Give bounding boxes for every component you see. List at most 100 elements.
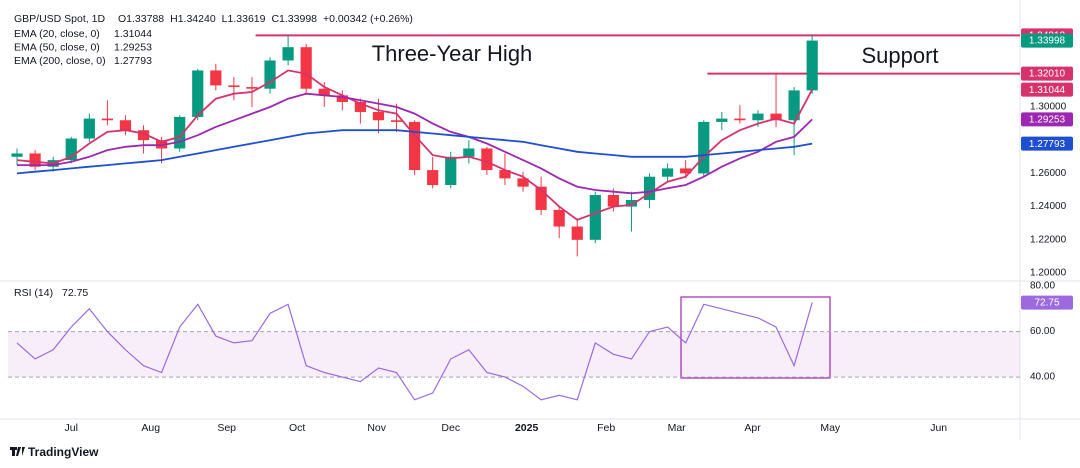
candle-body [517, 178, 529, 187]
ema-line [16, 69, 813, 221]
candle-body [752, 113, 764, 121]
y-tick-label: 1.26000 [1030, 168, 1067, 179]
candle-body [553, 209, 565, 227]
header-value: H1.34240 [170, 13, 216, 25]
x-tick-label: 2025 [515, 422, 539, 434]
candle-body [300, 47, 312, 89]
rsi-highlight-box [680, 296, 831, 379]
candle-body [788, 90, 800, 121]
x-tick-label: Jun [930, 422, 947, 434]
candle-body [734, 118, 746, 121]
annotation: Three-Year High [372, 41, 533, 66]
brand: TradingView [28, 445, 99, 459]
y-tick-label: 1.30000 [1030, 102, 1067, 113]
y-tick-label: 1.24000 [1030, 201, 1067, 212]
price-label: 1.31044 [1029, 85, 1066, 96]
candle-body [481, 148, 493, 171]
x-tick-label: Oct [289, 422, 305, 434]
price-label-box [1021, 82, 1073, 97]
price-label-box [1021, 295, 1073, 310]
candle-body [625, 199, 638, 207]
candle-body [246, 87, 258, 89]
y-tick-label: 40.00 [1030, 372, 1055, 383]
header-symbol: GBP/USD Spot, 1D [14, 13, 105, 25]
candle-body [282, 47, 294, 61]
price-label-box [1021, 136, 1073, 151]
candle-body [318, 88, 330, 96]
y-tick-label: 1.20000 [1030, 268, 1067, 279]
price-label-box [1021, 66, 1073, 81]
candle-body [119, 120, 132, 131]
ema-line [17, 92, 813, 195]
header-value: L1.33619 [222, 13, 266, 25]
candle-body [264, 60, 276, 89]
rsi-legend-label: RSI (14) [14, 287, 53, 299]
price-label-box [1021, 33, 1073, 48]
price-label: 1.27793 [1029, 139, 1066, 150]
candle-body [354, 101, 366, 112]
candle-body [427, 170, 439, 186]
candle-body [589, 194, 601, 240]
price-label-box [1021, 112, 1073, 127]
candle-body [698, 121, 710, 174]
candle-body [83, 118, 95, 139]
candle-body [192, 70, 204, 117]
ema-line [16, 129, 813, 175]
x-tick-label: Aug [141, 422, 160, 434]
price-label: 1.29253 [1029, 115, 1066, 126]
x-tick-label: Nov [367, 422, 386, 434]
candle-body [463, 148, 475, 157]
price-label: 1.32010 [1029, 69, 1066, 80]
x-tick-label: Jul [65, 422, 78, 434]
x-tick-label: Mar [668, 422, 687, 434]
candle-body [174, 116, 186, 149]
rsi-legend-value: 72.75 [62, 287, 88, 299]
price-label: 1.33998 [1029, 36, 1066, 47]
candle-body [137, 130, 150, 141]
legend-value: 1.31044 [114, 28, 152, 40]
footer-logo: TradingView [10, 445, 99, 459]
x-tick-label: May [820, 422, 841, 434]
rsi-band [8, 331, 1020, 378]
candle-body [499, 170, 511, 179]
legend-label: EMA (20, close, 0) [14, 28, 100, 40]
x-tick-label: Dec [441, 422, 460, 434]
x-tick-label: Sep [217, 422, 236, 434]
candle-body [806, 40, 818, 91]
candle-body [372, 111, 385, 121]
header-value: O1.33788 [118, 13, 164, 25]
candle-body [390, 120, 403, 122]
legend-value: 1.27793 [114, 55, 152, 67]
y-tick-label: 60.00 [1030, 326, 1055, 337]
candle-body [210, 70, 222, 86]
header-value: C1.33998 [271, 13, 317, 25]
x-tick-label: Apr [744, 422, 761, 434]
candle-body [409, 121, 421, 171]
logo-icon [10, 447, 25, 456]
candle-body [65, 138, 77, 161]
candle-body [11, 153, 23, 157]
legend-label: EMA (50, close, 0) [14, 41, 100, 53]
candle-body [228, 85, 240, 88]
candle-body [336, 95, 348, 102]
x-tick-label: Feb [597, 422, 615, 434]
rsi-line [16, 302, 813, 401]
legend-value: 1.29253 [114, 41, 152, 53]
candle-body [607, 194, 619, 207]
candle-body [643, 176, 656, 200]
candle-body [29, 153, 41, 167]
y-tick-label: 80.00 [1030, 281, 1055, 292]
candle-body [101, 118, 113, 121]
candle-body [571, 226, 583, 240]
y-tick-label: 1.22000 [1030, 234, 1067, 245]
annotation: Support [861, 43, 938, 68]
candle-body [535, 186, 547, 210]
candle-body [662, 168, 674, 177]
candle-body [770, 113, 782, 121]
header-value: +0.00342 (+0.26%) [323, 13, 413, 25]
legend-label: EMA (200, close, 0) [14, 55, 106, 67]
candle-body [716, 118, 728, 122]
price-label: 72.75 [1034, 298, 1059, 309]
